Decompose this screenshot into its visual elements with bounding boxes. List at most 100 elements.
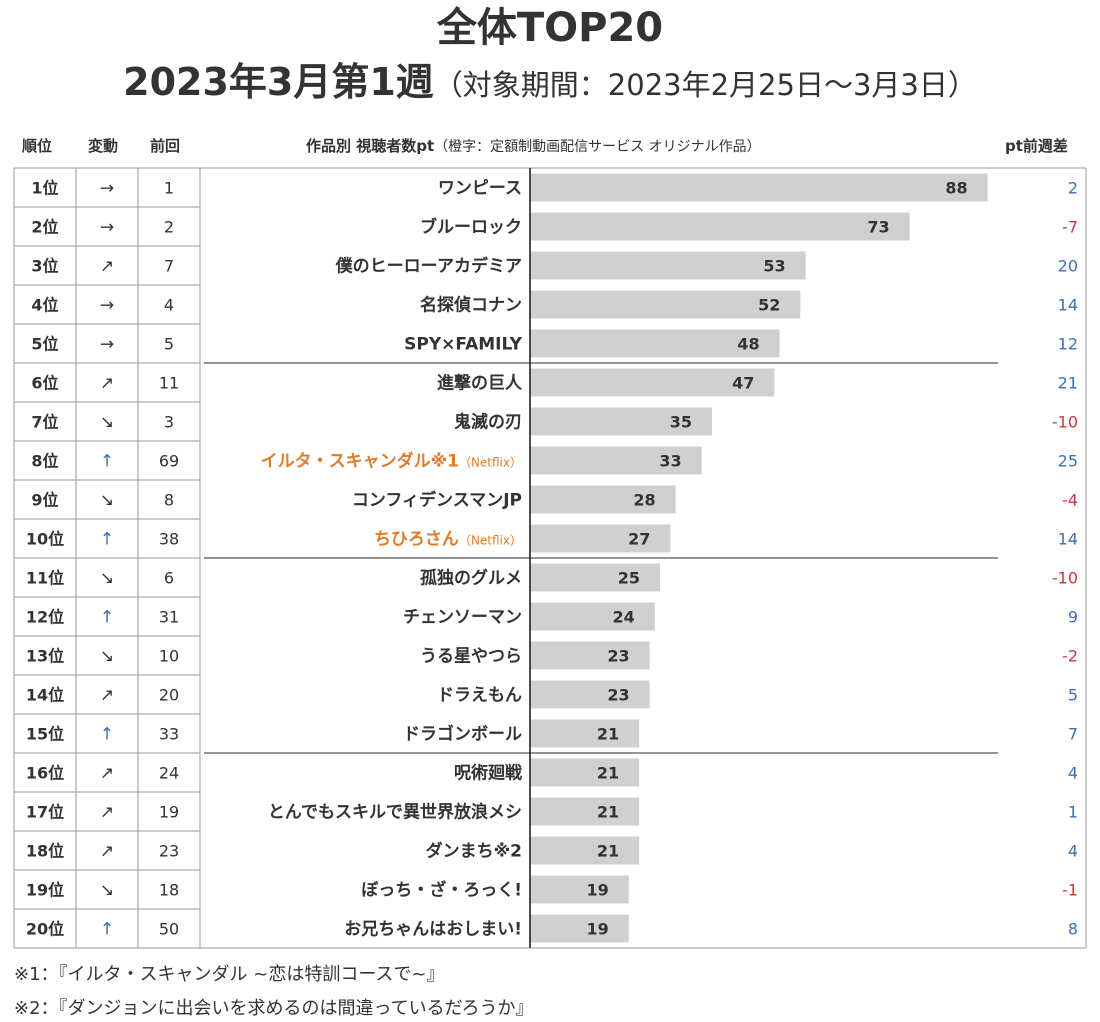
series-title-label: 進撃の巨人 (437, 373, 523, 394)
pt-diff-value: -2 (1062, 647, 1078, 666)
previous-rank: 3 (164, 413, 174, 432)
series-title-text: 鬼滅の刃 (454, 412, 522, 433)
series-title-label: ドラゴンボール (403, 724, 522, 745)
rank-label: 7位 (31, 413, 58, 432)
change-arrow: ↘ (100, 881, 114, 901)
bar (530, 290, 801, 319)
bar (530, 563, 660, 592)
subtitle-week: 2023年3月第1週 (123, 60, 434, 104)
pt-diff-value: 2 (1068, 179, 1078, 198)
change-arrow: → (100, 179, 114, 199)
previous-rank: 2 (164, 218, 174, 237)
series-title-text: ダンまち※2 (426, 841, 522, 862)
previous-rank: 11 (159, 374, 179, 393)
change-arrow: ↑ (100, 725, 114, 745)
bar-value-label: 25 (618, 569, 640, 588)
series-title-text: 名探偵コナン (420, 295, 522, 316)
subtitle-period: （対象期間：2023年2月25日～3月3日） (433, 68, 977, 102)
series-title-label: お兄ちゃんはおしまい! (344, 920, 522, 940)
bar (530, 212, 910, 241)
pt-diff-value: -4 (1062, 491, 1078, 510)
bar (530, 251, 806, 280)
pt-diff-value: 8 (1068, 920, 1078, 939)
series-title-label: うる星やつら (420, 647, 522, 667)
rank-label: 14位 (26, 686, 64, 705)
bar-value-label: 21 (597, 803, 619, 822)
bar-value-label: 48 (737, 335, 759, 354)
previous-rank: 5 (164, 335, 174, 354)
bar-value-label: 28 (633, 491, 655, 510)
rank-label: 8位 (31, 452, 58, 471)
footnote-2: ※2：『ダンジョンに出会いを求めるのは間違っているだろうか』 (14, 998, 534, 1019)
bar (530, 446, 702, 475)
series-title-label: ワンピース (438, 179, 522, 199)
series-title-text: お兄ちゃんはおしまい! (344, 920, 522, 940)
series-title-text: ブルーロック (420, 217, 522, 238)
bar (530, 914, 629, 943)
pt-diff-value: 7 (1068, 725, 1078, 744)
bar (530, 875, 629, 904)
bar-value-label: 47 (732, 374, 754, 393)
series-title-label: 僕のヒーローアカデミア (335, 256, 522, 277)
change-arrow: ↘ (100, 491, 114, 511)
rank-label: 11位 (26, 569, 64, 588)
previous-rank: 23 (159, 842, 179, 861)
change-arrow: ↑ (100, 530, 114, 550)
previous-rank: 4 (164, 296, 174, 315)
series-title-text: ワンピース (438, 179, 522, 199)
series-title-text: ぼっち・ざ・ろっく! (361, 880, 522, 901)
pt-diff-value: 14 (1058, 530, 1078, 549)
series-title-text: ドラゴンボール (403, 724, 522, 745)
chart-subtitle: 2023年3月第1週（対象期間：2023年2月25日～3月3日） (0, 58, 1100, 109)
rank-label: 15位 (26, 725, 64, 744)
rank-label: 2位 (31, 218, 58, 237)
series-title-label: コンフィデンスマンJP (352, 490, 522, 511)
pt-diff-value: 12 (1058, 335, 1078, 354)
series-title-text: ちひろさん (374, 530, 459, 550)
rank-label: 4位 (31, 296, 58, 315)
previous-rank: 31 (159, 608, 179, 627)
bar (530, 329, 780, 358)
bar (530, 719, 640, 748)
pt-diff-value: 14 (1058, 296, 1078, 315)
bar-value-label: 23 (607, 647, 629, 666)
rank-label: 17位 (26, 803, 64, 822)
series-title-text: SPY×FAMILY (404, 335, 523, 355)
change-arrow: ↑ (100, 452, 114, 472)
rank-label: 16位 (26, 764, 64, 783)
series-title-text: コンフィデンスマンJP (352, 490, 522, 511)
bar (530, 602, 655, 631)
series-title-label: ぼっち・ざ・ろっく! (361, 880, 522, 901)
previous-rank: 18 (159, 881, 179, 900)
bar (530, 797, 640, 826)
rank-label: 1位 (31, 179, 58, 198)
pt-diff-value: 5 (1068, 686, 1078, 705)
series-title-text: 呪術廻戦 (454, 763, 523, 784)
bar-value-label: 19 (587, 920, 609, 939)
bar-value-label: 73 (867, 218, 889, 237)
series-title-label: ダンまち※2 (426, 841, 522, 862)
header-change: 変動 (88, 137, 119, 155)
bar (530, 524, 671, 553)
change-arrow: ↘ (100, 413, 114, 433)
bar (530, 485, 676, 514)
previous-rank: 38 (159, 530, 179, 549)
series-title-label: とんでもスキルで異世界放浪メシ (268, 802, 522, 823)
bar (530, 758, 640, 787)
service-label: （Netflix） (459, 534, 522, 548)
pt-diff-value: -10 (1052, 413, 1078, 432)
header-title-note: （橙字：定額制動画配信サービス オリジナル作品） (434, 139, 761, 155)
series-title-text: イルタ・スキャンダル※1 (261, 451, 459, 472)
previous-rank: 6 (164, 569, 174, 588)
series-title-label: イルタ・スキャンダル※1（Netflix） (261, 451, 522, 472)
change-arrow: → (100, 218, 114, 238)
series-title-text: 孤独のグルメ (420, 568, 522, 589)
bar-value-label: 33 (659, 452, 681, 471)
series-title-label: 孤独のグルメ (420, 568, 522, 589)
pt-diff-value: 9 (1068, 608, 1078, 627)
bar-value-label: 21 (597, 725, 619, 744)
bar (530, 407, 712, 436)
bar (530, 641, 650, 670)
change-arrow: ↑ (100, 608, 114, 628)
